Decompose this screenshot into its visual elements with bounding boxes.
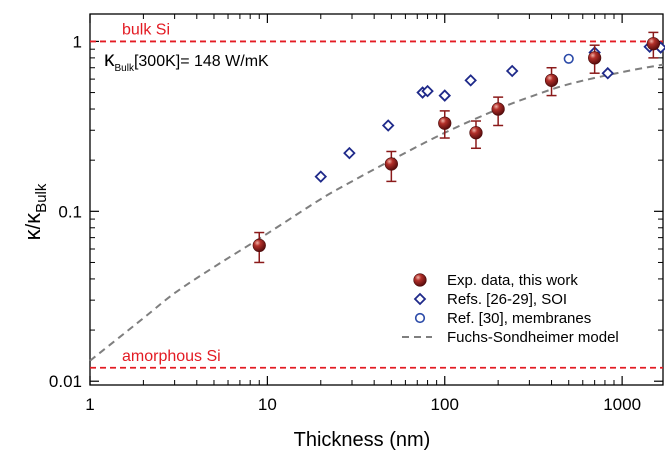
x-tick-label: 1000: [603, 395, 641, 414]
experimental-data-point: [438, 116, 452, 130]
annotation-kappa: κ: [104, 48, 115, 71]
soi-data-point: [601, 66, 615, 80]
legend-marker-membranes: [414, 312, 426, 324]
legend-label: Fuchs-Sondheimer model: [447, 329, 619, 346]
experimental-data-point: [252, 238, 266, 253]
plot-frame: [89, 13, 664, 386]
soi-data-point: [314, 170, 328, 183]
fuchs-sondheimer-curve: [89, 63, 664, 362]
experimental-data-point: [491, 102, 505, 116]
soi-data-point: [438, 89, 452, 102]
y-axis-slash: /: [23, 223, 45, 229]
reference-lines-layer: bulk Si amorphous Si: [90, 21, 663, 369]
y-axis-kappa-bulk: κ: [20, 212, 45, 224]
x-tick-label: 100: [431, 395, 459, 414]
reference-label-bulk-si: bulk Si: [122, 21, 170, 38]
reference-label-amorphous-si: amorphous Si: [122, 348, 221, 365]
soi-data-point: [343, 146, 356, 160]
legend-label: Refs. [26-29], SOI: [447, 291, 567, 308]
y-axis-title: κ/κBulk: [20, 183, 50, 240]
axes-layer: 1 10 100 1000 0.01 0.1 1: [49, 13, 664, 414]
y-axis-kappa: κ: [20, 228, 45, 240]
x-axis-title: Thickness (nm): [294, 429, 431, 451]
legend-marker-experimental: [413, 273, 427, 287]
annotation-text: [300K]= 148 W/mK: [134, 53, 269, 70]
svg-text:κ/κBulk: κ/κBulk: [20, 183, 50, 240]
experimental-data-point: [588, 51, 602, 65]
legend-label: Exp. data, this work: [447, 272, 578, 289]
experimental-data-point: [646, 37, 660, 51]
legend-marker-soi: [413, 292, 427, 306]
y-axis-subscript: Bulk: [33, 183, 50, 213]
soi-data-point: [505, 64, 519, 78]
legend: Exp. data, this work Refs. [26-29], SOI Re…: [402, 272, 619, 346]
soi-data-point: [421, 84, 434, 98]
experimental-data-point: [384, 157, 398, 171]
membrane-data-point: [563, 53, 574, 64]
soi-data-point: [464, 74, 477, 87]
x-tick-label: 1: [85, 395, 94, 414]
y-tick-label: 0.1: [58, 202, 82, 221]
soi-data-point: [381, 119, 395, 132]
model-curve-layer: [89, 63, 664, 362]
annotation-kappa-subscript: Bulk: [115, 63, 135, 74]
y-tick-label: 0.01: [49, 372, 82, 391]
kappa-bulk-annotation: κBulk[300K]= 148 W/mK: [104, 48, 269, 74]
data-layer: [252, 31, 665, 264]
x-tick-label: 10: [258, 395, 277, 414]
experimental-data-point: [544, 73, 559, 87]
experimental-data-point: [469, 126, 483, 140]
legend-label: Ref. [30], membranes: [447, 310, 591, 327]
y-tick-label: 1: [73, 32, 82, 51]
